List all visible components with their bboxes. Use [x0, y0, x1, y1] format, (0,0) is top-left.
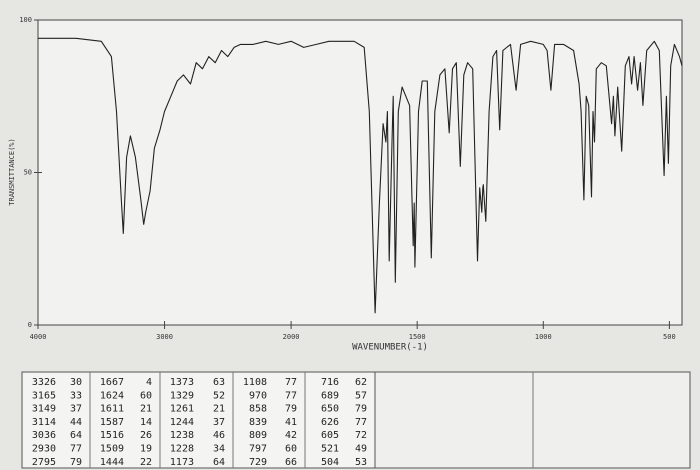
peak-transmittance: 37: [70, 404, 82, 415]
x-tick-label: 1000: [535, 333, 552, 341]
peak-wavenumber: 650: [321, 404, 339, 415]
peak-transmittance: 34: [213, 444, 225, 455]
peak-wavenumber: 1238: [170, 430, 194, 441]
peak-transmittance: 46: [213, 430, 225, 441]
peak-wavenumber: 1667: [100, 377, 124, 388]
peak-transmittance: 21: [213, 404, 225, 415]
y-tick-label: 0: [28, 321, 32, 329]
peak-transmittance: 49: [355, 444, 367, 455]
peak-transmittance: 77: [70, 444, 82, 455]
peak-transmittance: 19: [140, 444, 152, 455]
peak-transmittance: 64: [213, 457, 225, 468]
x-tick-label: 3000: [156, 333, 173, 341]
peak-transmittance: 60: [140, 390, 152, 401]
peak-wavenumber: 1444: [100, 457, 124, 468]
peak-wavenumber: 1624: [100, 390, 124, 401]
peak-transmittance: 79: [70, 457, 82, 468]
spectrum-line: [38, 37, 683, 314]
peak-table-box: [21, 371, 376, 469]
peak-wavenumber: 3326: [32, 377, 56, 388]
peak-transmittance: 30: [70, 377, 82, 388]
x-tick-label: 4000: [30, 333, 47, 341]
peak-wavenumber: 1587: [100, 417, 124, 428]
peak-transmittance: 62: [355, 377, 367, 388]
peak-transmittance: 44: [70, 417, 82, 428]
x-axis-label: WAVENUMBER(-1): [352, 343, 428, 353]
peak-transmittance: 33: [70, 390, 82, 401]
peak-wavenumber: 626: [321, 417, 339, 428]
peak-wavenumber: 809: [249, 430, 267, 441]
peak-transmittance: 77: [285, 390, 297, 401]
peak-wavenumber: 1228: [170, 444, 194, 455]
peak-wavenumber: 521: [321, 444, 339, 455]
peak-transmittance: 4: [146, 377, 152, 388]
peak-transmittance: 79: [355, 404, 367, 415]
peak-wavenumber: 2795: [32, 457, 56, 468]
peak-transmittance: 72: [355, 430, 367, 441]
x-tick-label: 500: [663, 333, 676, 341]
peak-wavenumber: 605: [321, 430, 339, 441]
peak-transmittance: 77: [355, 417, 367, 428]
peak-wavenumber: 1108: [243, 377, 267, 388]
peak-transmittance: 66: [285, 457, 297, 468]
peak-wavenumber: 797: [249, 444, 267, 455]
peak-wavenumber: 729: [249, 457, 267, 468]
peak-wavenumber: 1244: [170, 417, 194, 428]
peak-transmittance: 41: [285, 417, 297, 428]
peak-transmittance: 64: [70, 430, 82, 441]
peak-wavenumber: 504: [321, 457, 339, 468]
peak-transmittance: 60: [285, 444, 297, 455]
peak-wavenumber: 716: [321, 377, 339, 388]
peak-wavenumber: 1516: [100, 430, 124, 441]
y-tick-label: 100: [19, 16, 32, 24]
peak-wavenumber: 3149: [32, 404, 56, 415]
peak-transmittance: 26: [140, 430, 152, 441]
peak-transmittance: 42: [285, 430, 297, 441]
peak-wavenumber: 1373: [170, 377, 194, 388]
peak-wavenumber: 689: [321, 390, 339, 401]
peak-wavenumber: 3114: [32, 417, 56, 428]
plot-frame: [37, 19, 683, 326]
peak-wavenumber: 1329: [170, 390, 194, 401]
peak-transmittance: 37: [213, 417, 225, 428]
peak-wavenumber: 2930: [32, 444, 56, 455]
peak-wavenumber: 1509: [100, 444, 124, 455]
peak-transmittance: 52: [213, 390, 225, 401]
y-tick-label: 50: [24, 169, 32, 177]
peak-wavenumber: 3165: [32, 390, 56, 401]
peak-transmittance: 77: [285, 377, 297, 388]
peak-transmittance: 14: [140, 417, 152, 428]
peak-wavenumber: 970: [249, 390, 267, 401]
peak-transmittance: 63: [213, 377, 225, 388]
x-tick-label: 1500: [409, 333, 426, 341]
peak-wavenumber: 858: [249, 404, 267, 415]
peak-wavenumber: 3036: [32, 430, 56, 441]
peak-transmittance: 57: [355, 390, 367, 401]
peak-transmittance: 21: [140, 404, 152, 415]
peak-transmittance: 22: [140, 457, 152, 468]
peak-wavenumber: 839: [249, 417, 267, 428]
peak-wavenumber: 1173: [170, 457, 194, 468]
peak-transmittance: 53: [355, 457, 367, 468]
peak-wavenumber: 1261: [170, 404, 194, 415]
x-tick-label: 2000: [283, 333, 300, 341]
peak-wavenumber: 1611: [100, 404, 124, 415]
peak-transmittance: 79: [285, 404, 297, 415]
y-axis-label: TRANSMITTANCE(%): [8, 138, 16, 205]
